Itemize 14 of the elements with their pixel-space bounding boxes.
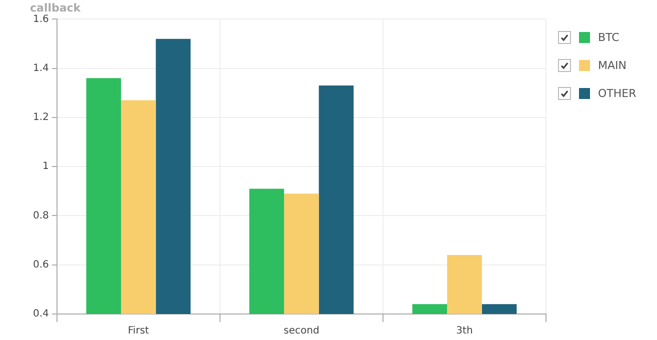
y-tick-label: 0.6: [32, 259, 49, 270]
x-tick-label: First: [128, 326, 150, 337]
y-tick-label: 1.6: [32, 14, 49, 25]
x-tick-label: 3th: [456, 326, 473, 337]
y-tick-label: 1.4: [32, 62, 49, 74]
y-tick-label: 1.2: [32, 112, 49, 124]
y-tick-label: 0.8: [32, 210, 49, 222]
chart-title: callback: [30, 1, 82, 14]
x-tick-label: second: [284, 326, 320, 337]
legend-label: MAIN: [598, 58, 626, 72]
legend-label: BTC: [598, 30, 620, 44]
y-tick-label: 1: [42, 161, 49, 172]
legend-label: OTHER: [598, 86, 636, 100]
y-tick-label: 0.4: [32, 308, 49, 320]
